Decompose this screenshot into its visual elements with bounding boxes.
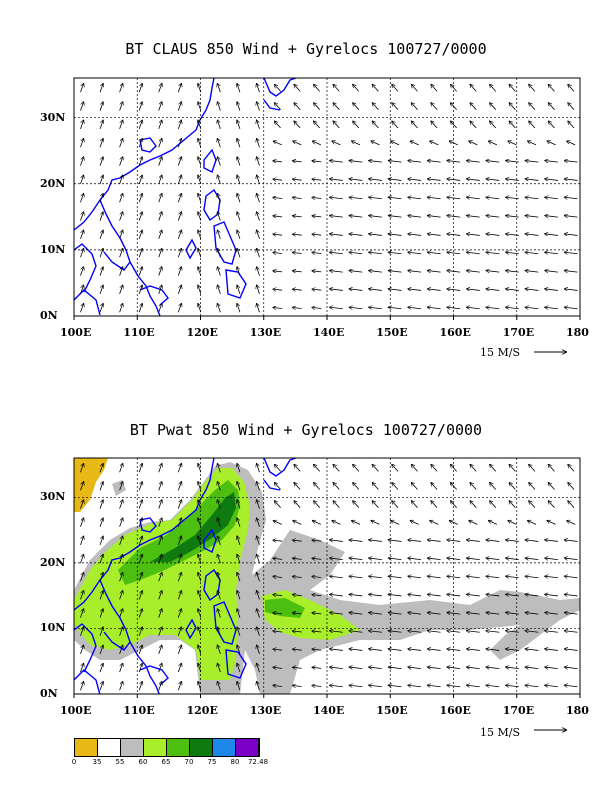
colorbar-label: 80 bbox=[230, 758, 240, 766]
lon-label: 170E bbox=[502, 326, 535, 339]
colorbar-label: 75 bbox=[207, 758, 217, 766]
lon-label: 100E bbox=[60, 704, 92, 717]
colorbar-label: 35 bbox=[92, 758, 102, 766]
lon-label: 150E bbox=[376, 704, 408, 717]
lon-label: 120E bbox=[186, 704, 218, 717]
colorbar-swatch bbox=[121, 739, 144, 756]
lat-label: 20N bbox=[40, 555, 66, 569]
lon-label: 160E bbox=[439, 704, 471, 717]
lon-label: 150E bbox=[376, 326, 408, 339]
colorbar bbox=[74, 738, 260, 757]
lat-label: 0N bbox=[40, 687, 58, 700]
scale-label-2: 15 M/S bbox=[480, 726, 520, 739]
colorbar-swatch bbox=[167, 739, 190, 756]
colorbar-swatch bbox=[75, 739, 98, 756]
scale-label-1: 15 M/S bbox=[480, 346, 520, 359]
lon-label: 130E bbox=[249, 326, 282, 339]
colorbar-swatch bbox=[144, 739, 167, 756]
colorbar-label: 60 bbox=[138, 758, 148, 766]
lon-label: 170E bbox=[502, 704, 535, 717]
lon-label: 140E bbox=[313, 704, 345, 717]
colorbar-label: 55 bbox=[115, 758, 125, 766]
lat-label: 20N bbox=[40, 176, 66, 190]
panel2-title: BT Pwat 850 Wind + Gyrelocs 100727/0000 bbox=[129, 421, 483, 439]
colorbar-swatch bbox=[236, 739, 259, 756]
lon-label: 130E bbox=[249, 704, 282, 717]
colorbar-swatch bbox=[190, 739, 213, 756]
colorbar-label: 0 bbox=[71, 758, 77, 766]
panel1-map bbox=[73, 77, 581, 352]
panel1-title: BT CLAUS 850 Wind + Gyrelocs 100727/0000 bbox=[125, 40, 487, 58]
lon-label: 140E bbox=[313, 326, 345, 339]
lon-label: 110E bbox=[123, 704, 155, 717]
colorbar-label: 70 bbox=[184, 758, 194, 766]
lon-label: 110E bbox=[123, 326, 155, 339]
lat-label: 30N bbox=[40, 490, 66, 504]
lon-label: 120E bbox=[186, 326, 218, 339]
colorbar-swatch bbox=[98, 739, 121, 756]
lat-label: 0N bbox=[40, 309, 58, 322]
lon-label: 100E bbox=[60, 326, 92, 339]
lon-label: 160E bbox=[439, 326, 471, 339]
lat-label: 10N bbox=[40, 621, 66, 635]
colorbar-swatch bbox=[213, 739, 236, 756]
lat-label: 10N bbox=[40, 242, 66, 256]
lon-label: 180 bbox=[566, 704, 589, 717]
colorbar-label: 72.48 bbox=[247, 758, 269, 766]
colorbar-label: 65 bbox=[161, 758, 171, 766]
panel2-map bbox=[73, 457, 581, 730]
lon-label: 180 bbox=[566, 326, 589, 339]
lat-label: 30N bbox=[40, 110, 66, 124]
